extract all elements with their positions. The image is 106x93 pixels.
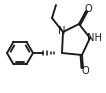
Text: O: O (81, 66, 89, 76)
Text: O: O (84, 4, 92, 13)
Text: N: N (58, 25, 66, 36)
Text: NH: NH (87, 33, 103, 43)
